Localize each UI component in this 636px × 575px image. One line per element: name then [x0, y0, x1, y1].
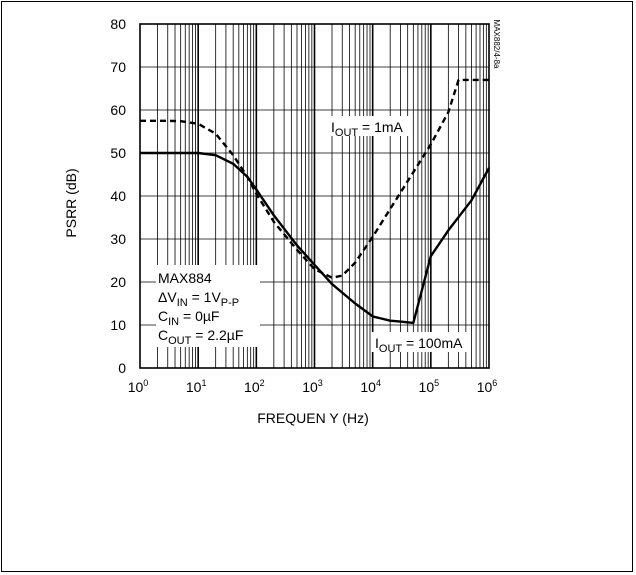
conditions-background: [156, 265, 260, 347]
x-axis-title: FREQUEN Y (Hz): [257, 410, 369, 426]
y-tick-label: 40: [110, 188, 126, 204]
x-tick-label: 103: [302, 378, 323, 395]
y-axis-title: PSRR (dB): [63, 168, 79, 237]
y-tick-label: 80: [110, 16, 126, 32]
y-tick-label: 20: [110, 274, 126, 290]
series-label-100ma: IOUT = 100mA: [371, 332, 469, 355]
x-tick-label: 101: [186, 378, 207, 395]
series-label-1ma-text: IOUT = 1mA: [331, 119, 404, 139]
x-tick-label: 102: [244, 378, 265, 395]
series-line-100ma: [140, 151, 491, 325]
figure-id: MAX882/4-8a: [492, 20, 501, 69]
condition-line: COUT = 2.2µF: [158, 327, 243, 347]
series-lines: [140, 78, 491, 325]
x-axis-labels: 100 101 102 103 104 105 106: [128, 378, 498, 395]
y-tick-label: 0: [118, 360, 126, 376]
series-label-100ma-text: IOUT = 100mA: [375, 335, 463, 355]
y-tick-label: 30: [110, 231, 126, 247]
condition-line: ΔVIN = 1VP-P: [158, 289, 239, 309]
x-tick-label: 105: [419, 378, 440, 395]
x-tick-label: 104: [360, 378, 381, 395]
series-line-1ma: [140, 78, 489, 279]
y-tick-label: 10: [110, 317, 126, 333]
series-label-1ma: IOUT = 1mA: [327, 116, 411, 139]
label-background: [371, 332, 469, 352]
y-axis-labels: 0 10 20 30 40 50 60 70 80: [110, 16, 126, 376]
y-tick-label: 70: [110, 59, 126, 75]
condition-line: CIN = 0µF: [158, 308, 219, 328]
y-tick-label: 60: [110, 102, 126, 118]
x-tick-label: 100: [128, 378, 149, 395]
x-tick-label: 106: [477, 378, 498, 395]
label-background: [327, 116, 411, 136]
condition-line: MAX884: [158, 270, 212, 286]
y-tick-label: 50: [110, 145, 126, 161]
